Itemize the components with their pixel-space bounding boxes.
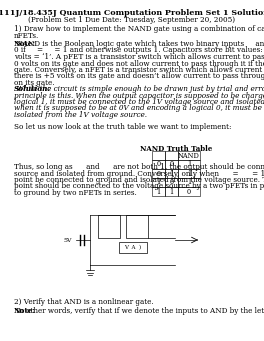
Bar	[152, 160, 165, 169]
Text: 0 if     =     = 1 and otherwise outputs 1. Capacitors store bit values: 0 volts: 0 if = = 1 and otherwise outputs 1. Capa…	[14, 46, 264, 55]
Text: nFETs.: nFETs.	[14, 31, 39, 40]
Text: (Problem Set 1 Due Date: Tuesday, September 20, 2005): (Problem Set 1 Due Date: Tuesday, Septem…	[29, 16, 235, 24]
Bar	[165, 187, 178, 196]
Bar	[98, 215, 120, 238]
Bar	[178, 187, 200, 196]
Text: 2.111J/18.435J Quantum Computation Problem Set 1 Solutions: 2.111J/18.435J Quantum Computation Probl…	[0, 9, 264, 17]
Bar	[152, 151, 165, 160]
Bar	[152, 178, 165, 187]
Text: on its gate.: on its gate.	[14, 79, 54, 87]
Text: NAND Truth Table: NAND Truth Table	[140, 145, 212, 153]
Text: Note:: Note:	[14, 40, 36, 48]
Bar	[119, 242, 147, 252]
Text: volts = ‘1’. A pFET is a transistor switch which allows current to pass through : volts = ‘1’. A pFET is a transistor swit…	[14, 53, 264, 61]
Text: 1: 1	[156, 188, 161, 195]
Bar	[126, 215, 148, 238]
Text: 1: 1	[187, 178, 191, 187]
Text: 1) Draw how to implement the NAND gate using a combination of capacitors, pFETs,: 1) Draw how to implement the NAND gate u…	[14, 25, 264, 33]
Bar	[165, 178, 178, 187]
Text: 0: 0	[169, 161, 173, 168]
Text: 0: 0	[157, 161, 161, 168]
Bar	[165, 160, 178, 169]
Text: when it is supposed to be at 0V and encoding a logical 0, it must be connected t: when it is supposed to be at 0V and enco…	[14, 104, 264, 113]
Text: Note:: Note:	[14, 307, 36, 315]
Text: 1: 1	[187, 161, 191, 168]
Bar	[178, 169, 200, 178]
Text: isolated from the 1V voltage source.: isolated from the 1V voltage source.	[14, 111, 147, 119]
Text: 1: 1	[156, 178, 161, 187]
Text: 0 volts on its gate and does not allow current to pass through it if there is +5: 0 volts on its gate and does not allow c…	[14, 59, 264, 68]
Text: point should be connected to the voltage source by a two pFETs in parallel and c: point should be connected to the voltage…	[14, 182, 264, 191]
Bar	[165, 169, 178, 178]
Text: gate. Conversely, a nFET is a transistor switch which allows current to pass thr: gate. Conversely, a nFET is a transistor…	[14, 66, 264, 74]
Bar	[178, 160, 200, 169]
Text: 1: 1	[169, 188, 174, 195]
Bar	[178, 178, 200, 187]
Text: 1: 1	[187, 169, 191, 178]
Text: principle is this. When the output capacitor is supposed to be charged at 5V and: principle is this. When the output capac…	[14, 91, 264, 100]
Text: Solution:: Solution:	[14, 85, 51, 93]
Bar	[178, 151, 200, 160]
Text: V  A  ): V A )	[124, 245, 141, 250]
Bar	[152, 187, 165, 196]
Text: logical 1, it must be connected to the 1V voltage source and isolated from groun: logical 1, it must be connected to the 1…	[14, 98, 264, 106]
Text: 2) Verify that AND is a nonlinear gate.: 2) Verify that AND is a nonlinear gate.	[14, 298, 154, 306]
Text: In other words, verify that if we denote the inputs to AND by the letters     an: In other words, verify that if we denote…	[14, 307, 264, 315]
Text: NAND: NAND	[178, 151, 200, 160]
Text: While the circuit is simple enough to be drawn just by trial and error, the guid: While the circuit is simple enough to be…	[14, 85, 264, 93]
Bar	[165, 151, 178, 160]
Text: 5V: 5V	[64, 237, 72, 242]
Text: 1: 1	[169, 169, 174, 178]
Text: 0: 0	[169, 178, 173, 187]
Text: there is +5 volts on its gate and doesn’t allow current to pass through it if th: there is +5 volts on its gate and doesn’…	[14, 73, 264, 80]
Bar	[152, 169, 165, 178]
Text: So let us now look at the truth table we want to implement:: So let us now look at the truth table we…	[14, 123, 232, 131]
Text: to ground by two nFETs in series.: to ground by two nFETs in series.	[14, 189, 137, 197]
Text: NAND is the Boolean logic gate which takes two binary inputs     and     and out: NAND is the Boolean logic gate which tak…	[14, 40, 264, 48]
Text: Thus, so long as      and      are not both 1, the output should be connected to: Thus, so long as and are not both 1, the…	[14, 163, 264, 171]
Text: 0: 0	[157, 169, 161, 178]
Text: 0: 0	[187, 188, 191, 195]
Text: source and isolated from ground. Conversely, only when      =      = 1 should th: source and isolated from ground. Convers…	[14, 169, 264, 178]
Text: point be connected to ground and isolated from the voltage source. This suggests: point be connected to ground and isolate…	[14, 176, 264, 184]
